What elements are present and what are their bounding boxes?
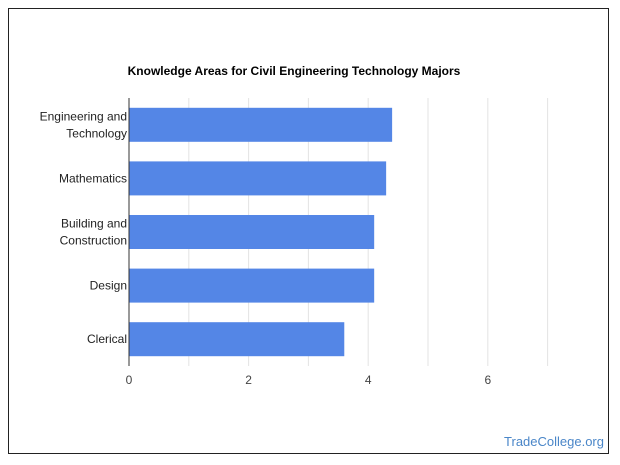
x-tick-label: 6 [484,373,491,387]
bar[interactable] [129,322,345,357]
category-label: Building and Construction [60,217,127,248]
x-tick-label: 2 [245,373,252,387]
bar[interactable] [129,161,387,196]
category-label: Clerical [87,332,127,346]
category-label: Engineering and Technology [40,109,127,140]
category-labels: Engineering and Technology Mathematics Buil… [40,109,127,346]
bar[interactable] [129,215,375,249]
x-tick-labels: 0 2 4 6 [126,373,492,387]
bar[interactable] [129,268,375,303]
bar[interactable] [129,107,393,142]
category-label: Design [90,279,127,293]
x-tick-label: 0 [126,373,133,387]
chart-title: Knowledge Areas for Civil Engineering Te… [128,64,461,78]
x-tick-label: 4 [365,373,372,387]
site-credit[interactable]: TradeCollege.org [504,434,604,449]
gridlines [188,98,549,366]
bars [129,107,393,357]
category-label: Mathematics [59,171,127,185]
